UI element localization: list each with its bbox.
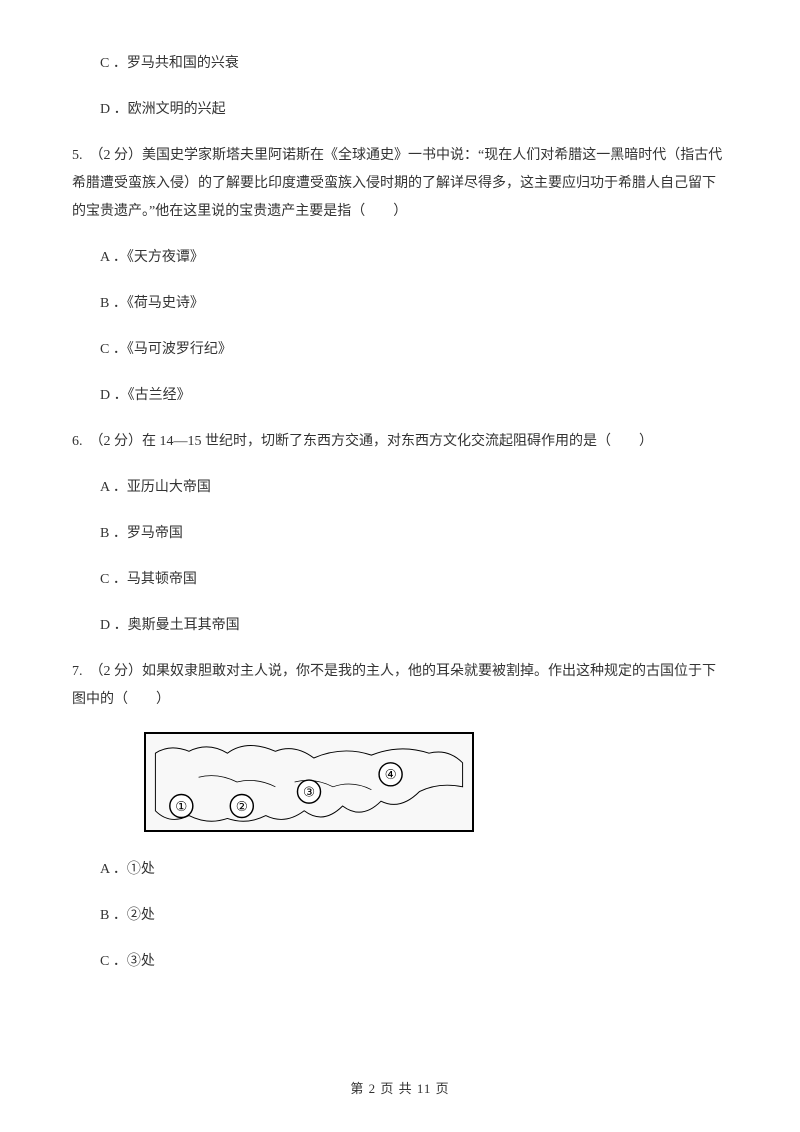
option-c-q6: C ．马其顿帝国 (72, 566, 728, 594)
option-b-q6: B ．罗马帝国 (72, 520, 728, 548)
page-footer: 第 2 页 共 11 页 (0, 1076, 800, 1102)
svg-text:④: ④ (385, 767, 397, 782)
option-c-q5: C ．《马可波罗行纪》 (72, 336, 728, 364)
option-b-q7: B ．②处 (72, 902, 728, 930)
question-6-text: 6. （2 分）在 14—15 世纪时，切断了东西方交通，对东西方文化交流起阻碍… (72, 428, 728, 456)
svg-text:②: ② (236, 799, 248, 814)
question-7: 7. （2 分）如果奴隶胆敢对主人说，你不是我的主人，他的耳朵就要被割掉。作出这… (72, 658, 728, 714)
option-c-q7: C ．③处 (72, 948, 728, 976)
option-d-q5: D ．《古兰经》 (72, 382, 728, 410)
option-d-q6: D ．奥斯曼土耳其帝国 (72, 612, 728, 640)
option-c-q4: C ．罗马共和国的兴衰 (72, 50, 728, 78)
question-6: 6. （2 分）在 14—15 世纪时，切断了东西方交通，对东西方文化交流起阻碍… (72, 428, 728, 456)
option-a-q6: A ．亚历山大帝国 (72, 474, 728, 502)
question-5-text: 5. （2 分）美国史学家斯塔夫里阿诺斯在《全球通史》一书中说：“现在人们对希腊… (72, 142, 728, 226)
map-image: ① ② ③ ④ (144, 732, 474, 832)
svg-text:①: ① (175, 799, 187, 814)
option-d-q4: D ．欧洲文明的兴起 (72, 96, 728, 124)
option-b-q5: B ．《荷马史诗》 (72, 290, 728, 318)
question-7-text: 7. （2 分）如果奴隶胆敢对主人说，你不是我的主人，他的耳朵就要被割掉。作出这… (72, 658, 728, 714)
svg-text:③: ③ (303, 784, 315, 799)
option-a-q5: A ．《天方夜谭》 (72, 244, 728, 272)
question-5: 5. （2 分）美国史学家斯塔夫里阿诺斯在《全球通史》一书中说：“现在人们对希腊… (72, 142, 728, 226)
option-a-q7: A ．①处 (72, 856, 728, 884)
